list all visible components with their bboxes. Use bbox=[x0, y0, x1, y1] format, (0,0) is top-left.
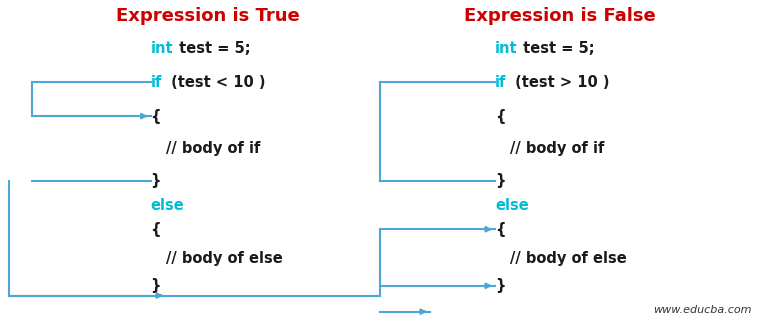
Text: {: { bbox=[495, 222, 505, 237]
Text: }: } bbox=[151, 278, 161, 293]
Text: // body of else: // body of else bbox=[166, 251, 283, 266]
Text: // body of if: // body of if bbox=[166, 141, 260, 156]
Text: if: if bbox=[495, 75, 506, 90]
Text: {: { bbox=[495, 109, 505, 124]
Text: {: { bbox=[151, 222, 161, 237]
Text: www.educba.com: www.educba.com bbox=[653, 305, 751, 315]
Text: }: } bbox=[151, 173, 161, 188]
Text: // body of if: // body of if bbox=[510, 141, 604, 156]
Text: Expression is True: Expression is True bbox=[116, 7, 300, 25]
Text: Expression is False: Expression is False bbox=[464, 7, 656, 25]
Text: }: } bbox=[495, 278, 505, 293]
Text: else: else bbox=[151, 198, 184, 213]
Text: }: } bbox=[495, 173, 505, 188]
Text: if: if bbox=[151, 75, 162, 90]
Text: int: int bbox=[151, 41, 174, 56]
Text: // body of else: // body of else bbox=[510, 251, 627, 266]
Text: test = 5;: test = 5; bbox=[518, 41, 594, 56]
Text: else: else bbox=[495, 198, 528, 213]
Text: (test < 10 ): (test < 10 ) bbox=[166, 75, 266, 90]
Text: test = 5;: test = 5; bbox=[174, 41, 250, 56]
Text: (test > 10 ): (test > 10 ) bbox=[510, 75, 610, 90]
Text: {: { bbox=[151, 109, 161, 124]
Text: int: int bbox=[495, 41, 518, 56]
